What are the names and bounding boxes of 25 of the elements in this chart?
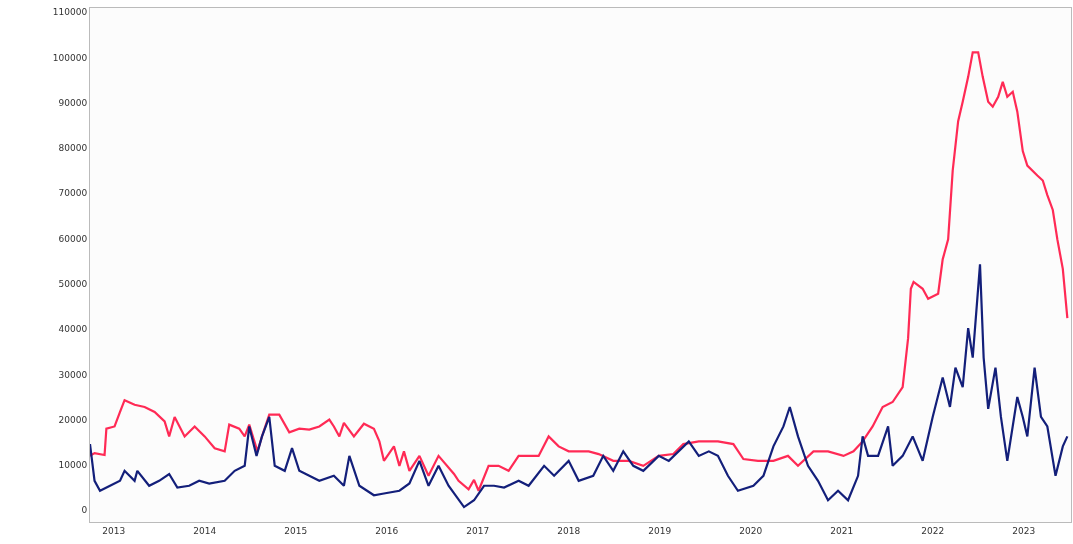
x-tick-label: 2018: [557, 525, 581, 536]
x-tick-label: 2020: [739, 525, 763, 536]
y-tick-label: 20000: [58, 414, 88, 425]
x-tick-label: 2014: [193, 525, 217, 536]
y-tick-label: 0: [81, 505, 88, 516]
x-tick-label: 2023: [1012, 525, 1036, 536]
y-tick-label: 30000: [58, 369, 88, 380]
x-tick-label: 2016: [375, 525, 399, 536]
x-tick-label: 2013: [102, 525, 126, 536]
y-tick-label: 40000: [58, 324, 88, 335]
x-tick-label: 2019: [648, 525, 672, 536]
x-tick-label: 2017: [466, 525, 490, 536]
line-series: [90, 263, 1069, 509]
y-tick-label: 100000: [52, 52, 88, 63]
x-tick-label: 2015: [284, 525, 308, 536]
y-tick-label: 80000: [58, 143, 88, 154]
line-series: [90, 51, 1069, 492]
y-tick-label: 60000: [58, 233, 88, 244]
y-tick-label: 90000: [58, 97, 88, 108]
x-tick-label: 2022: [921, 525, 945, 536]
x-tick-label: 2021: [830, 525, 854, 536]
y-tick-label: 70000: [58, 188, 88, 199]
y-tick-label: 50000: [58, 278, 88, 289]
y-tick-label: 110000: [52, 7, 88, 18]
y-tick-label: 10000: [58, 460, 88, 471]
